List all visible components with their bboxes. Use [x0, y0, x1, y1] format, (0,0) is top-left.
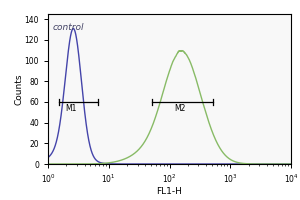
Text: M2: M2 [175, 104, 186, 113]
Text: control: control [53, 23, 84, 32]
Y-axis label: Counts: Counts [14, 73, 23, 105]
X-axis label: FL1-H: FL1-H [157, 187, 182, 196]
Text: M1: M1 [65, 104, 77, 113]
